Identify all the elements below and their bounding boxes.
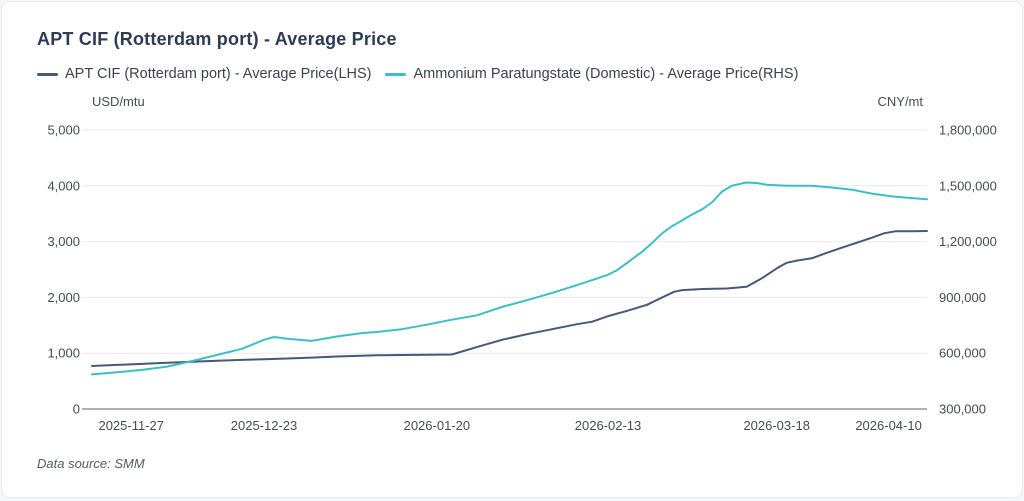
left-axis-unit: USD/mtu (92, 94, 145, 109)
right-axis-unit: CNY/mt (877, 94, 924, 109)
right-axis-tick-label: 1,500,000 (939, 178, 997, 193)
left-axis-tick-label: 0 (73, 402, 80, 417)
left-axis-tick-label: 3,000 (47, 234, 80, 249)
right-axis-tick-label: 300,000 (939, 402, 986, 417)
series-line-rhs (91, 181, 928, 376)
series-line-lhs (91, 230, 928, 367)
right-axis-tick-label: 600,000 (939, 346, 986, 361)
left-axis-tick-label: 2,000 (47, 290, 80, 305)
chart-title: APT CIF (Rotterdam port) - Average Price (37, 29, 397, 49)
x-axis-tick-label: 2025-11-27 (98, 418, 164, 433)
x-axis-tick-label: 2026-01-20 (404, 418, 471, 433)
x-axis-tick-label: 2026-04-10 (855, 418, 922, 433)
legend-label-rhs: Ammonium Paratungstate (Domestic) - Aver… (413, 66, 799, 82)
left-axis-tick-label: 5,000 (47, 123, 80, 138)
x-axis-tick-label: 2025-12-23 (231, 418, 298, 433)
x-axis-tick-label: 2026-03-18 (743, 418, 810, 433)
x-axis-tick-label: 2026-02-13 (575, 418, 642, 433)
left-axis-tick-label: 4,000 (47, 178, 80, 193)
legend-line-swatch-rhs (385, 72, 407, 76)
chart-legend: APT CIF (Rotterdam port) - Average Price… (37, 66, 798, 82)
right-axis-tick-label: 1,200,000 (939, 234, 997, 249)
right-axis-tick-label: 900,000 (939, 290, 986, 305)
left-axis-tick-label: 1,000 (47, 346, 80, 361)
data-source-note: Data source: SMM (37, 456, 145, 471)
legend-item-apt-rhs[interactable]: Ammonium Paratungstate (Domestic) - Aver… (385, 66, 798, 82)
right-axis-tick-label: 1,800,000 (939, 123, 997, 138)
legend-line-swatch-lhs (37, 72, 58, 76)
legend-item-apt-lhs[interactable]: APT CIF (Rotterdam port) - Average Price… (37, 66, 371, 82)
legend-label-lhs: APT CIF (Rotterdam port) - Average Price… (65, 66, 372, 82)
